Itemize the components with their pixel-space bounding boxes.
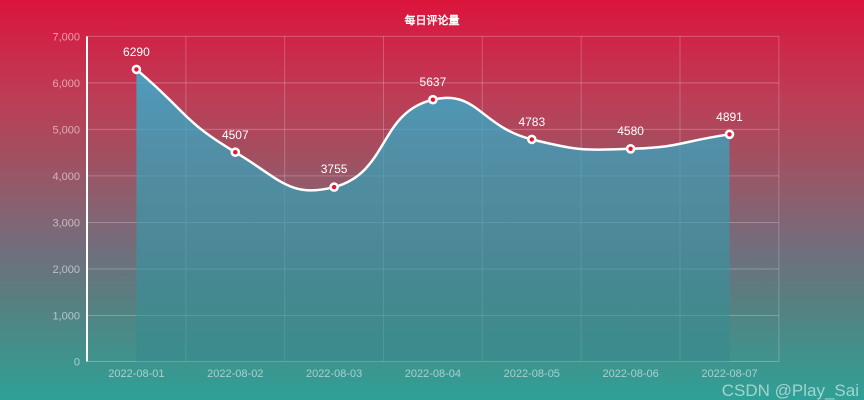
svg-text:6290: 6290 xyxy=(123,45,150,59)
svg-text:5637: 5637 xyxy=(420,75,447,89)
svg-text:2022-08-04: 2022-08-04 xyxy=(405,368,461,380)
svg-text:2022-08-07: 2022-08-07 xyxy=(701,368,757,380)
svg-text:2022-08-03: 2022-08-03 xyxy=(306,368,362,380)
svg-text:3,000: 3,000 xyxy=(52,218,80,230)
svg-text:4783: 4783 xyxy=(518,115,545,129)
svg-text:CSDN @Play_Sai: CSDN @Play_Sai xyxy=(722,381,859,400)
svg-text:2022-08-01: 2022-08-01 xyxy=(108,368,164,380)
svg-text:2022-08-02: 2022-08-02 xyxy=(207,368,263,380)
svg-text:2022-08-05: 2022-08-05 xyxy=(504,368,560,380)
svg-text:4580: 4580 xyxy=(617,124,644,138)
svg-text:4507: 4507 xyxy=(222,128,249,142)
svg-text:7,000: 7,000 xyxy=(52,32,80,44)
svg-text:0: 0 xyxy=(74,357,80,369)
svg-text:2022-08-06: 2022-08-06 xyxy=(602,368,658,380)
svg-text:1,000: 1,000 xyxy=(52,311,80,323)
svg-text:5,000: 5,000 xyxy=(52,125,80,137)
svg-text:4,000: 4,000 xyxy=(52,171,80,183)
svg-text:3755: 3755 xyxy=(321,162,348,176)
svg-text:6,000: 6,000 xyxy=(52,78,80,90)
svg-text:2,000: 2,000 xyxy=(52,264,80,276)
svg-text:4891: 4891 xyxy=(716,110,743,124)
